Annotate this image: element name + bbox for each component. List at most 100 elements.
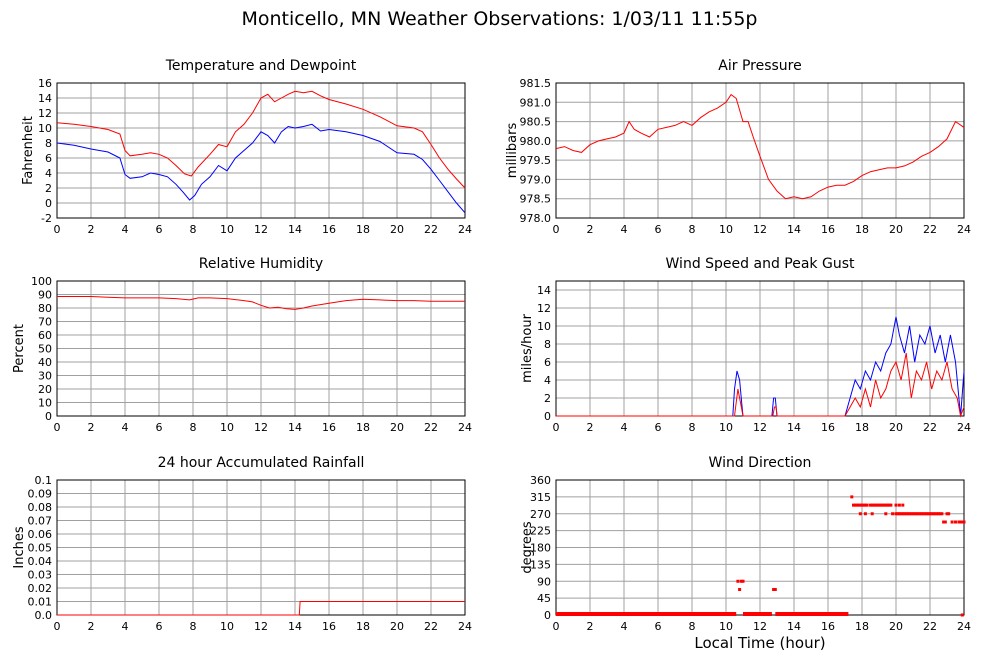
y-tick-label: 2 (45, 182, 52, 195)
direction-point (875, 503, 879, 507)
direction-point (945, 512, 949, 516)
y-tick-label: 8 (544, 338, 551, 351)
series-line (56, 90, 466, 189)
x-tick-label: 22 (923, 421, 937, 434)
direction-point (918, 512, 922, 516)
direction-point (926, 512, 930, 516)
chart-title: Air Pressure (718, 58, 801, 74)
x-tick-label: 0 (54, 223, 61, 236)
x-tick-label: 18 (356, 223, 370, 236)
x-tick-label: 14 (787, 223, 801, 236)
y-tick-label: 0.03 (28, 569, 53, 582)
y-tick-label: 978.0 (520, 212, 552, 225)
x-tick-label: 10 (719, 620, 733, 633)
direction-point (899, 512, 903, 516)
direction-point (947, 512, 951, 516)
y-tick-label: 12 (38, 107, 52, 120)
direction-point (879, 503, 883, 507)
y-tick-label: 8 (45, 137, 52, 150)
x-tick-label: 24 (957, 223, 971, 236)
direction-point (901, 503, 905, 507)
x-tick-label: 12 (254, 421, 268, 434)
x-tick-label: 12 (753, 620, 767, 633)
direction-point (960, 520, 964, 524)
x-tick-label: 16 (322, 421, 336, 434)
series-line (56, 123, 466, 214)
x-tick-label: 8 (689, 223, 696, 236)
direction-point (920, 512, 923, 516)
y-tick-label: 315 (530, 491, 551, 504)
direction-point (943, 520, 947, 524)
x-tick-label: 14 (787, 421, 801, 434)
direction-point (894, 503, 898, 507)
y-axis-label: Percent (12, 324, 27, 373)
direction-point (738, 588, 742, 591)
direction-point (887, 503, 891, 507)
x-tick-label: 4 (122, 223, 129, 236)
x-tick-label: 20 (889, 620, 903, 633)
direction-point (877, 503, 881, 507)
x-tick-label: 18 (356, 421, 370, 434)
y-tick-label: 12 (537, 302, 551, 315)
direction-point (884, 503, 888, 507)
x-tick-label: 12 (753, 223, 767, 236)
direction-point (937, 512, 940, 516)
x-tick-label: 4 (122, 421, 129, 434)
direction-point (962, 520, 966, 524)
direction-point (884, 512, 888, 516)
direction-point (855, 503, 859, 507)
x-tick-label: 8 (190, 620, 197, 633)
x-tick-label: 12 (254, 223, 268, 236)
direction-point (772, 588, 776, 591)
y-tick-label: 0 (544, 609, 551, 622)
x-tick-label: 16 (821, 421, 835, 434)
x-tick-label: 6 (655, 620, 662, 633)
direction-point (897, 512, 901, 516)
x-tick-label: 16 (322, 620, 336, 633)
y-tick-label: 0.02 (28, 582, 53, 595)
direction-point (865, 503, 869, 507)
plot-frame (56, 280, 466, 417)
plot-frame (555, 82, 965, 219)
y-axis-label: Inches (12, 526, 27, 568)
y-tick-label: 225 (530, 525, 551, 538)
y-tick-label: 0.05 (28, 542, 53, 555)
direction-point (886, 503, 889, 507)
x-tick-label: 24 (458, 620, 472, 633)
y-tick-label: -2 (41, 212, 52, 225)
plot-frame (56, 82, 466, 219)
direction-point (954, 520, 957, 524)
direction-point (923, 512, 927, 516)
y-tick-label: 100 (31, 275, 52, 288)
x-tick-label: 24 (458, 421, 472, 434)
x-tick-label: 8 (689, 421, 696, 434)
y-tick-label: 2 (544, 392, 551, 405)
direction-point (904, 512, 908, 516)
chart-title: 24 hour Accumulated Rainfall (158, 455, 365, 471)
x-tick-label: 20 (889, 223, 903, 236)
y-tick-label: 978.5 (520, 193, 552, 206)
y-axis-label: millibars (505, 123, 520, 179)
direction-point (870, 503, 874, 507)
x-tick-label: 14 (787, 620, 801, 633)
direction-point (942, 520, 946, 524)
direction-point (897, 503, 901, 507)
y-tick-label: 70 (38, 316, 52, 329)
x-tick-label: 24 (957, 421, 971, 434)
y-axis-label: miles/hour (520, 313, 535, 382)
y-tick-label: 981.0 (520, 96, 552, 109)
direction-point (913, 512, 917, 516)
x-tick-label: 6 (655, 223, 662, 236)
y-tick-label: 980.5 (520, 116, 552, 129)
x-tick-label: 10 (220, 223, 234, 236)
y-tick-label: 80 (38, 302, 52, 315)
y-tick-label: 0.0 (35, 609, 53, 622)
chart-title: Relative Humidity (199, 256, 323, 272)
x-tick-label: 0 (553, 620, 560, 633)
x-tick-label: 10 (220, 421, 234, 434)
direction-point (906, 512, 910, 516)
direction-point (940, 512, 944, 516)
